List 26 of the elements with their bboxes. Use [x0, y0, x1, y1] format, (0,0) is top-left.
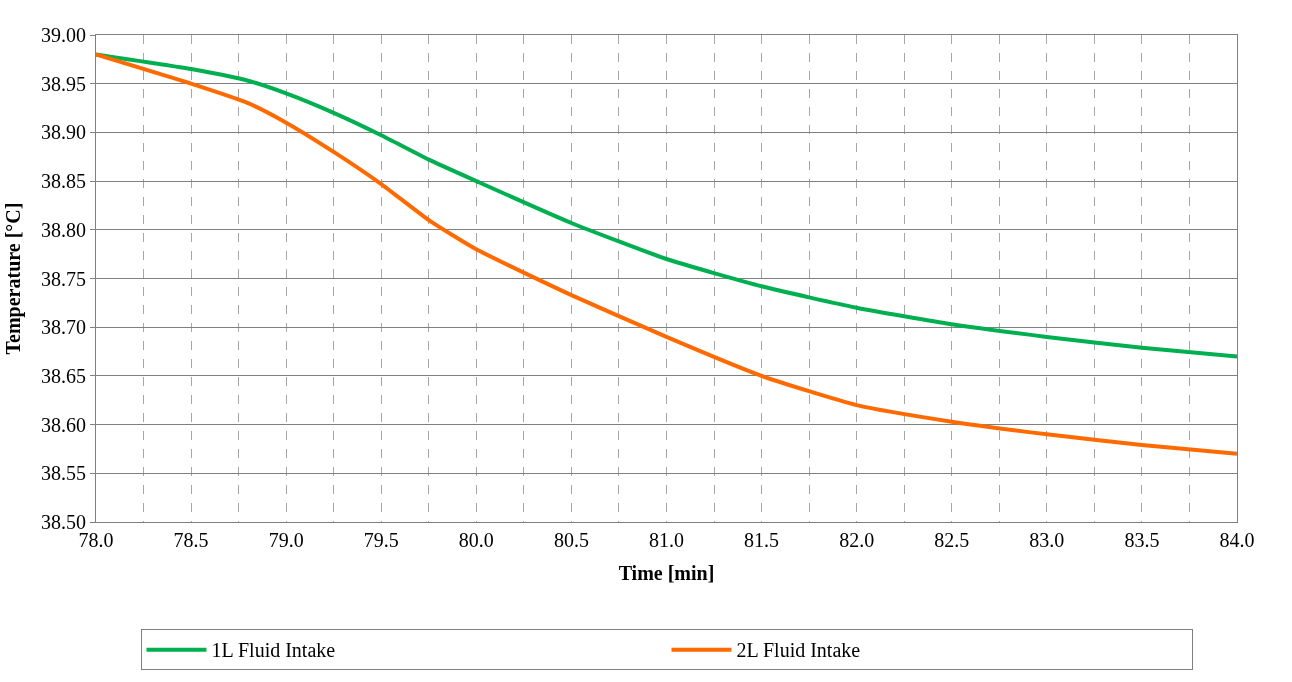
legend-label: 2L Fluid Intake: [736, 639, 861, 662]
y-tick-label: 38.65: [41, 364, 86, 387]
legend-label: 1L Fluid Intake: [211, 639, 336, 662]
y-tick-label: 38.70: [41, 316, 86, 339]
x-axis-title: Time [min]: [618, 561, 715, 584]
y-tick-label: 39.00: [41, 24, 86, 46]
x-tick-label: 82.0: [839, 529, 875, 551]
x-tick-label: 79.0: [268, 529, 304, 551]
x-tick-label: 83.5: [1124, 529, 1160, 551]
y-tick-label: 38.85: [41, 170, 86, 193]
x-tick-label: 84.0: [1219, 529, 1255, 551]
x-tick-label: 81.5: [744, 529, 780, 551]
y-tick-label: 38.80: [41, 218, 86, 241]
x-tick-label: 81.0: [649, 529, 684, 551]
x-tick-label: 80.5: [553, 529, 589, 551]
y-tick-label: 38.95: [41, 72, 86, 95]
y-tick-label: 38.90: [41, 121, 86, 144]
x-tick-label: 78.5: [173, 529, 209, 551]
x-tick-label: 83.0: [1029, 529, 1065, 551]
x-tick-label: 79.5: [363, 529, 399, 551]
y-tick-label: 38.55: [41, 462, 86, 485]
y-tick-label: 38.75: [41, 267, 86, 290]
x-tick-label: 80.0: [458, 529, 494, 551]
y-tick-label: 38.60: [41, 413, 86, 436]
x-tick-label: 82.5: [934, 529, 970, 551]
y-axis-title: Temperature [°C]: [1, 202, 25, 355]
